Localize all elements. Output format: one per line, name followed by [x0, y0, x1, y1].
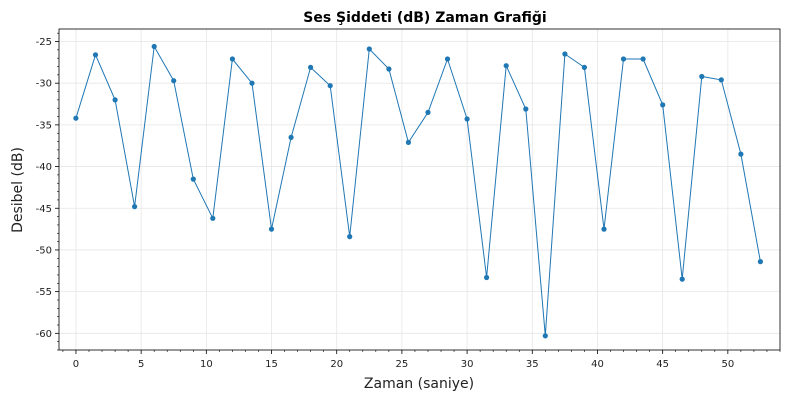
y-tick-label: -45: [36, 204, 52, 215]
data-point: [112, 97, 118, 103]
data-point: [249, 80, 255, 86]
x-tick-label: 50: [721, 359, 734, 370]
data-point: [386, 66, 392, 72]
data-point: [229, 56, 235, 62]
series-line: [75, 44, 761, 336]
data-point: [503, 63, 509, 69]
data-point: [151, 43, 157, 50]
x-tick-label: 0: [73, 359, 79, 370]
plot-frame: [58, 28, 781, 351]
x-tick-label: 10: [200, 359, 213, 370]
x-tick-label: 30: [461, 359, 474, 370]
x-tick-label: 45: [656, 359, 669, 370]
series-layer: [73, 43, 764, 339]
x-tick-label: 35: [526, 359, 539, 370]
data-point: [405, 139, 411, 145]
y-axis-label: Desibel (dB): [10, 147, 26, 233]
data-point: [268, 226, 275, 232]
y-tick-label: -50: [36, 245, 52, 256]
data-point: [347, 234, 353, 240]
data-point: [444, 56, 451, 62]
y-tick-label: -55: [36, 287, 52, 298]
y-tick-label: -35: [36, 120, 52, 131]
axes: 0 5 10 15 20 25 30 35 40 45 50 -60 -55 -50 -45 -40 -35 -3…: [36, 32, 781, 370]
data-point: [620, 56, 627, 62]
x-tick-label: 25: [396, 359, 409, 370]
data-point: [171, 78, 177, 84]
y-tick-label: -40: [36, 162, 52, 173]
data-point: [288, 134, 294, 140]
x-tick-label: 40: [591, 359, 604, 370]
data-point: [581, 64, 588, 70]
data-point: [210, 215, 216, 221]
x-tick-label: 15: [265, 359, 278, 370]
data-point: [601, 226, 607, 232]
data-point: [425, 109, 431, 115]
data-point: [73, 115, 79, 121]
data-point: [464, 116, 470, 122]
data-point: [366, 46, 372, 52]
data-point: [738, 151, 744, 157]
data-point: [484, 274, 490, 281]
y-tick-label: -25: [36, 37, 52, 48]
data-point: [327, 83, 333, 89]
data-point: [190, 176, 196, 182]
data-point: [562, 51, 568, 57]
data-point: [679, 276, 685, 282]
data-point: [660, 102, 666, 108]
y-tick-label: -30: [36, 79, 52, 90]
x-tick-label: 20: [330, 359, 343, 370]
data-point: [132, 204, 138, 210]
data-point: [542, 333, 548, 339]
x-tick-label: 5: [138, 359, 144, 370]
chart-title: Ses Şiddeti (dB) Zaman Grafiği: [303, 10, 546, 26]
y-tick-label: -60: [36, 329, 52, 340]
data-point: [757, 259, 764, 265]
data-point: [640, 56, 646, 62]
data-point: [699, 73, 705, 80]
data-point: [523, 106, 529, 112]
data-point: [718, 77, 724, 83]
x-axis-label: Zaman (saniye): [364, 376, 474, 392]
data-point: [308, 64, 314, 70]
data-point: [92, 52, 99, 58]
